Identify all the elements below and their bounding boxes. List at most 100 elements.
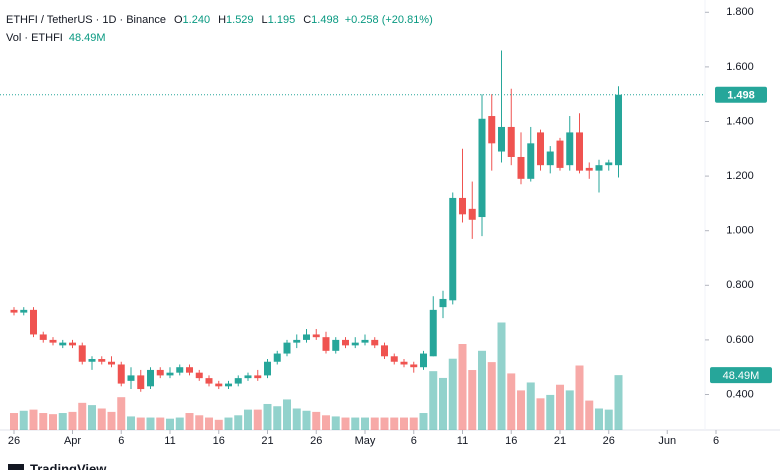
candle-body	[186, 367, 193, 373]
ohlc-value: 1.529	[226, 14, 254, 26]
volume-bar	[107, 411, 116, 430]
volume-bar	[88, 405, 96, 430]
candle-body	[371, 339, 379, 346]
volume-bar	[19, 410, 28, 430]
volume-bar	[526, 382, 535, 430]
candle-body	[342, 339, 349, 346]
candle-body	[381, 345, 388, 357]
x-tick-label: Jun	[658, 435, 676, 447]
header-line: ETHFI / TetherUS · 1D · Binance O1.240 H1.…	[6, 14, 433, 26]
candle-body	[78, 345, 86, 362]
volume-bar	[536, 398, 545, 430]
volume-bar	[487, 362, 496, 430]
volume-bar	[234, 415, 243, 430]
volume-box	[710, 367, 772, 384]
x-tick-label: 6	[118, 435, 124, 447]
candle-body	[147, 369, 154, 387]
volume-bar	[185, 413, 194, 430]
candle-body	[20, 309, 28, 313]
candle-body	[205, 378, 213, 384]
volume-bar	[341, 417, 350, 430]
ohlc-value: 1.195	[268, 14, 296, 26]
candle-body	[332, 339, 340, 351]
candle-body	[459, 197, 466, 215]
candle-body	[449, 197, 457, 301]
candle-body	[273, 353, 281, 362]
candle-body	[88, 359, 96, 362]
logo-mark	[8, 464, 24, 470]
y-tick-label: 0.400	[726, 388, 754, 400]
change: +0.258 (+20.81%)	[345, 14, 433, 26]
symbol: ETHFI / TetherUS · 1D · Binance	[6, 14, 166, 26]
candle-body	[390, 356, 398, 362]
volume-bar	[361, 417, 369, 430]
y-tick-label: 1.800	[726, 6, 754, 18]
volume-bar	[507, 373, 516, 430]
y-tick-label: 1.400	[726, 115, 754, 127]
candle-body	[254, 375, 262, 379]
candle-body	[69, 342, 76, 346]
candle-body	[361, 339, 369, 343]
x-tick-label: 16	[213, 435, 225, 447]
volume-bar	[283, 399, 291, 430]
volume-bar	[565, 390, 574, 430]
candle-body	[303, 334, 310, 340]
candle-body	[59, 342, 67, 346]
volume-bar	[322, 415, 330, 430]
volume-title: Vol · ETHFI	[6, 32, 63, 44]
candle-body	[293, 339, 301, 343]
ohlc-key: C	[303, 14, 311, 26]
candle-body	[225, 383, 232, 387]
volume-bar	[302, 410, 311, 430]
volume-bar	[58, 413, 67, 430]
candle-body	[127, 375, 135, 381]
volume-bar	[468, 370, 477, 430]
volume-bar	[29, 409, 38, 430]
candle-body	[117, 364, 125, 384]
candle-body	[264, 361, 271, 376]
volume-bar	[419, 413, 428, 430]
candle-body	[478, 118, 486, 218]
candle-body	[10, 309, 18, 313]
volume-value: 48.49M	[69, 32, 106, 44]
candle-body	[215, 383, 223, 387]
ohlc-key: O	[174, 14, 183, 26]
x-tick-label: 26	[310, 435, 322, 447]
volume-bar	[263, 403, 272, 430]
last-price-label: 1.498	[727, 90, 755, 102]
volume-bar	[517, 390, 525, 430]
y-tick-label: 1.200	[726, 170, 754, 182]
candle-body	[156, 369, 164, 376]
candle-body	[166, 372, 174, 376]
ohlc-value: 1.498	[311, 14, 339, 26]
candle-body	[585, 167, 593, 171]
candle-body	[420, 353, 427, 368]
volume-bar	[39, 413, 48, 430]
candle-body	[108, 361, 115, 365]
candle-body	[234, 378, 242, 384]
x-tick-label: Apr	[64, 435, 81, 447]
volume-bar	[448, 358, 457, 430]
candle-body	[527, 143, 535, 179]
volume-bar	[175, 417, 184, 430]
volume-line: Vol · ETHFI 48.49M	[6, 32, 106, 44]
candle-body	[30, 309, 37, 335]
volume-bar	[380, 417, 389, 430]
volume-bar	[78, 402, 87, 430]
volume-bar	[556, 384, 564, 430]
candle-body	[400, 361, 408, 365]
last-price-box	[715, 86, 767, 103]
x-tick-label: 21	[261, 435, 273, 447]
candle-body	[517, 156, 525, 179]
volume-bar	[156, 417, 165, 430]
volume-bar	[136, 417, 145, 430]
volume-bar	[49, 414, 57, 430]
x-tick-label: 6	[713, 435, 719, 447]
candle-body	[49, 339, 57, 343]
volume-bar	[224, 417, 233, 430]
x-tick-label: 11	[164, 435, 175, 447]
candle-body	[498, 126, 505, 152]
candle-body	[351, 342, 359, 346]
candle-body	[468, 208, 476, 220]
y-tick-label: 1.600	[726, 61, 754, 73]
